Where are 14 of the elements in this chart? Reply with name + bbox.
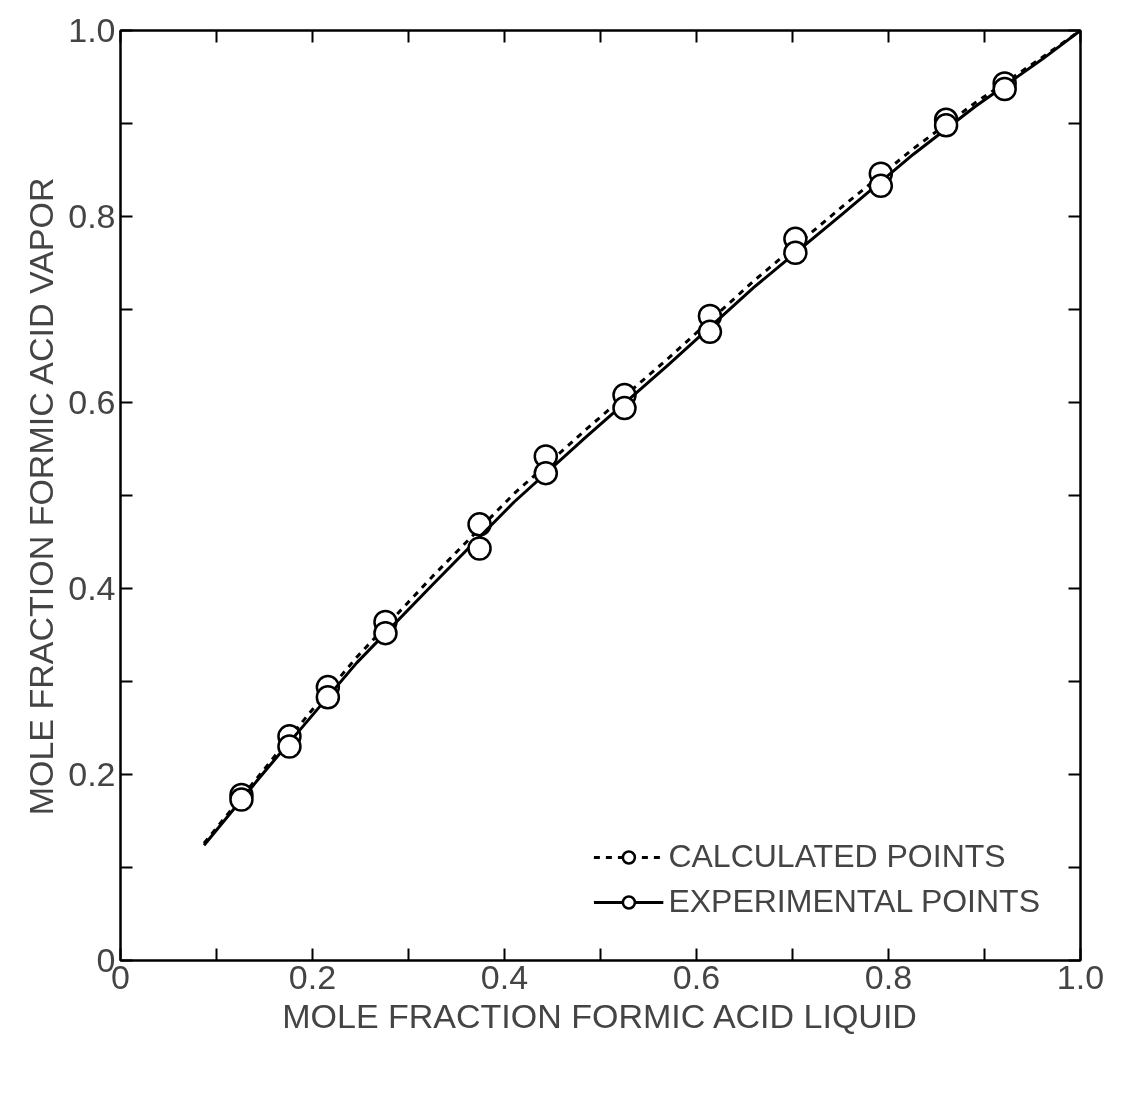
x-tick-label: 0.2 — [288, 957, 337, 996]
x-tick-label: 0.6 — [672, 957, 721, 996]
y-tick-label: 0.2 — [68, 755, 116, 793]
legend-label: CALCULATED POINTS — [668, 838, 1006, 875]
y-tick-label: 1.0 — [68, 11, 116, 49]
y-tick-label: 0.8 — [68, 197, 116, 235]
x-tick-label: 0.4 — [480, 957, 529, 996]
legend-label: EXPERIMENTAL POINTS — [668, 883, 1040, 920]
y-axis-title: MOLE FRACTION FORMIC ACID VAPOR — [22, 177, 61, 816]
x-tick-label: 1.0 — [1056, 957, 1105, 996]
x-axis-title: MOLE FRACTION FORMIC ACID LIQUID — [282, 996, 917, 1035]
x-tick-label: 0.8 — [864, 957, 913, 996]
y-tick-label: 0.4 — [68, 569, 116, 607]
y-tick-label: 0.6 — [68, 383, 116, 421]
